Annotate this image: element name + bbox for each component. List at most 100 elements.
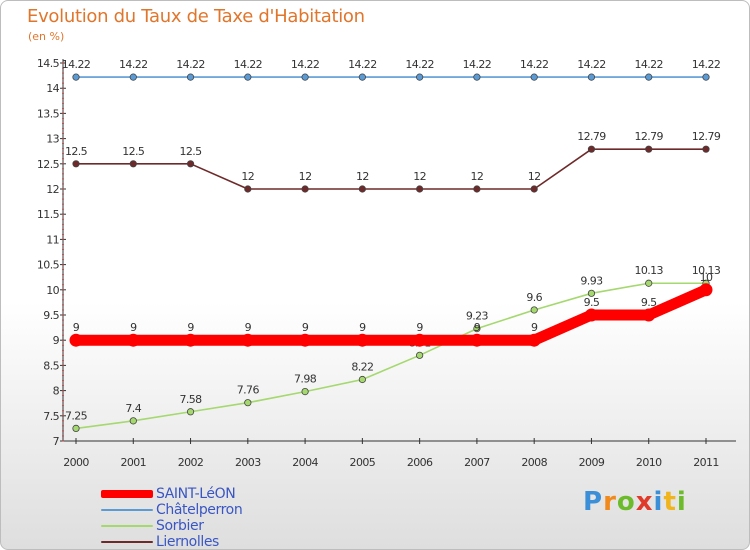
data-label: 9.6 [526, 291, 542, 304]
data-label: 12 [241, 170, 254, 183]
data-label: 12 [528, 170, 541, 183]
data-point [587, 289, 596, 297]
data-label: 12 [299, 170, 312, 183]
y-tick-label: 9.5 [43, 309, 59, 322]
data-label: 12.5 [65, 145, 88, 158]
data-point [129, 160, 137, 168]
x-tick-label: 2005 [350, 456, 376, 469]
data-point [72, 73, 80, 81]
data-label: 8.22 [351, 361, 373, 374]
data-label: 9 [245, 321, 252, 334]
x-tick-label: 2006 [407, 456, 433, 469]
logo-letter: r [603, 487, 617, 517]
data-point [527, 333, 541, 347]
data-label: 14.22 [692, 58, 721, 71]
data-point [530, 73, 538, 81]
series-line-saintlon [70, 284, 712, 346]
data-point [72, 160, 80, 168]
legend-label: Liernolles [156, 534, 219, 550]
data-point [584, 308, 598, 322]
y-tick-label: 14.5 [37, 57, 60, 70]
legend-label: Châtelperron [156, 502, 243, 518]
data-point [587, 145, 596, 153]
data-label: 12 [471, 170, 484, 183]
data-label: 9 [130, 321, 137, 334]
legend-swatch [101, 525, 153, 527]
chart-title: Evolution du Taux de Taxe d'Habitation [27, 6, 365, 27]
data-label: 7.4 [125, 402, 141, 415]
data-label: 9.5 [584, 296, 600, 309]
data-label: 10.13 [634, 264, 663, 277]
data-point [416, 351, 424, 359]
data-label: 10.13 [692, 264, 721, 277]
data-point [244, 185, 252, 193]
series-line-sorbier [75, 282, 707, 430]
chart-unit-label: (en %) [28, 30, 65, 43]
x-tick-label: 2001 [120, 456, 146, 469]
data-point [186, 408, 195, 416]
data-point [298, 333, 312, 347]
y-tick-label: 10 [46, 284, 59, 297]
x-tick-label: 2010 [636, 456, 662, 469]
logo-letter: P [583, 487, 604, 517]
data-label: 9.93 [580, 274, 603, 287]
data-point [129, 417, 137, 425]
x-tick-label: 2003 [235, 456, 261, 469]
data-point [186, 160, 195, 168]
data-point [413, 333, 427, 347]
data-point [244, 399, 252, 407]
data-point [473, 73, 481, 81]
data-point [126, 333, 140, 347]
y-tick-label: 13 [46, 133, 59, 146]
legend-label: Sorbier [156, 518, 204, 534]
data-point [473, 185, 481, 193]
data-point [355, 333, 369, 347]
legend-swatch [101, 490, 153, 498]
data-label: 14.22 [348, 58, 377, 71]
series-line-liernolles [75, 148, 707, 190]
data-point [244, 73, 252, 81]
data-point [530, 306, 538, 314]
data-point [301, 388, 309, 396]
data-point [69, 333, 83, 347]
data-label: 14.22 [176, 58, 205, 71]
data-label: 14.22 [405, 58, 434, 71]
data-point [702, 73, 710, 81]
data-label: 12 [413, 170, 426, 183]
data-label: 7.25 [65, 409, 88, 422]
x-tick-label: 2004 [292, 456, 318, 469]
data-label: 10 [700, 271, 713, 284]
y-tick-label: 13.5 [37, 107, 60, 120]
logo-letter: t [663, 487, 677, 517]
data-point [416, 185, 424, 193]
data-label: 14.22 [291, 58, 320, 71]
x-tick-label: 2000 [63, 456, 89, 469]
logo-letter: i [676, 487, 687, 517]
logo-letter: o [616, 487, 636, 517]
data-label: 14.22 [119, 58, 148, 71]
y-tick-label: 8 [53, 385, 60, 398]
data-label: 12.5 [122, 145, 145, 158]
y-tick-label: 14 [46, 82, 59, 95]
data-point [645, 279, 653, 287]
data-label: 7.76 [237, 384, 260, 397]
data-point [72, 424, 80, 432]
y-tick-label: 11.5 [37, 208, 60, 221]
data-label: 9 [302, 321, 309, 334]
data-label: 12 [356, 170, 369, 183]
data-label: 9 [474, 321, 481, 334]
data-label: 7.58 [179, 393, 202, 406]
y-tick-label: 10.5 [37, 259, 60, 272]
data-label: 12.79 [577, 130, 606, 143]
logo-letter: i [653, 487, 664, 517]
data-point [473, 325, 481, 333]
y-tick-label: 9 [53, 334, 60, 347]
data-label: 14.22 [520, 58, 549, 71]
data-point [645, 145, 653, 153]
data-label: 9 [187, 321, 194, 334]
data-label: 9 [73, 321, 80, 334]
data-label: 9 [416, 321, 423, 334]
data-label: 12.79 [634, 130, 663, 143]
y-tick-label: 11 [46, 233, 59, 246]
